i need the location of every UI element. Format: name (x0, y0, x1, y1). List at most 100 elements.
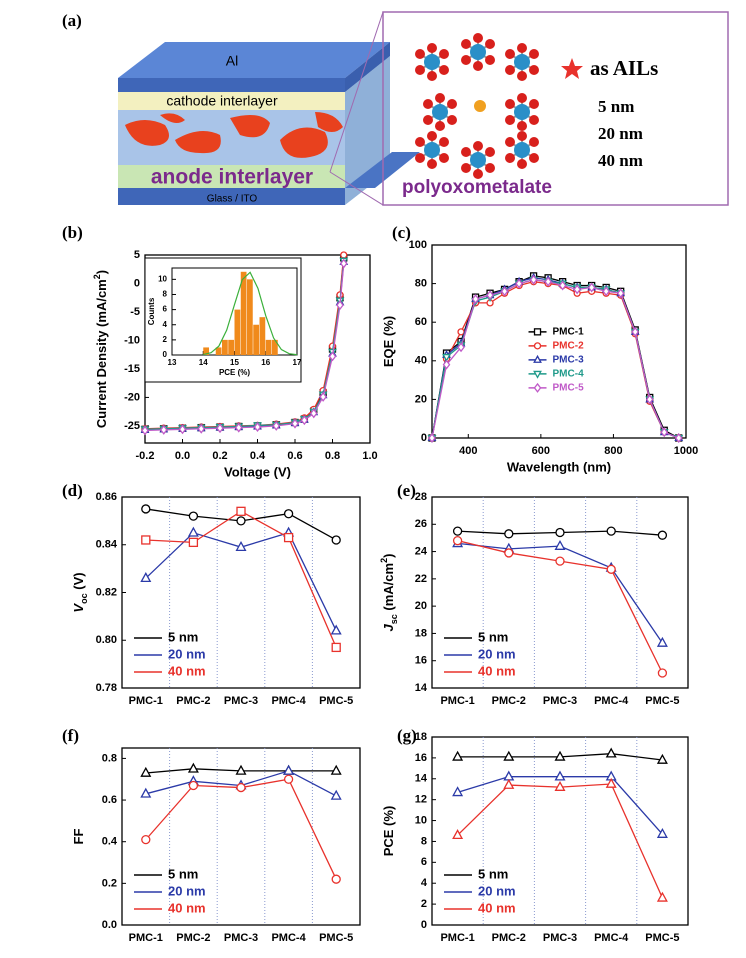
star (561, 58, 583, 79)
y-axis-title-part: sc (389, 614, 399, 624)
y-axis-title-part: ) (381, 554, 396, 558)
bar (259, 317, 266, 355)
panel-label: (f) (62, 726, 79, 745)
y-tick-label: 16 (415, 752, 427, 764)
x-tick-label: PMC-2 (492, 932, 526, 944)
marker (331, 642, 341, 653)
marker (503, 770, 515, 781)
x-tick-label: PMC-1 (440, 695, 474, 707)
x-tick-label: 400 (459, 445, 477, 457)
marker (235, 764, 247, 775)
series-line (431, 279, 679, 439)
oxygen (415, 65, 425, 75)
y-tick-label: 18 (415, 731, 427, 743)
y-tick-label: 6 (421, 856, 427, 868)
marker (606, 526, 616, 536)
y-tick-label: 4 (163, 320, 168, 329)
marker (331, 535, 341, 545)
x-tick-label: 0.8 (325, 450, 340, 462)
blend (125, 112, 343, 158)
metal (514, 104, 530, 120)
y-tick-label: 0 (163, 350, 168, 359)
oxygen (473, 33, 483, 43)
panel-label: (b) (62, 223, 83, 242)
marker (452, 536, 463, 546)
marker (515, 278, 523, 289)
marker (656, 636, 668, 647)
marker (602, 286, 610, 297)
x-tick-label: 16 (261, 358, 270, 367)
marker (235, 540, 247, 551)
panel-label: (c) (392, 223, 411, 242)
legend-label: 5 nm (168, 866, 198, 881)
marker (188, 780, 199, 791)
bar (215, 347, 222, 355)
x-tick-label: 1.0 (362, 450, 377, 462)
panel-label: (a) (62, 11, 82, 30)
y-tick-label: 100 (409, 239, 427, 251)
oxygen (529, 153, 539, 163)
y-tick-label: 0 (421, 432, 427, 444)
metal (514, 54, 530, 70)
oxygen (485, 147, 495, 157)
marker (657, 668, 668, 678)
anode-layer (118, 165, 345, 188)
marker (253, 422, 262, 433)
y-tick-label: 0.78 (96, 682, 117, 694)
legend-label: PMC-5 (553, 382, 585, 393)
y-axis-title: Jsc (mA/cm2) (379, 554, 399, 632)
marker (452, 786, 464, 797)
y-tick-label: 0.80 (96, 634, 117, 646)
oxygen (415, 137, 425, 147)
marker (554, 770, 566, 781)
y-axis-title-part: (mA/cm (381, 563, 396, 614)
x-tick-label: PMC-3 (543, 695, 577, 707)
layer-label: Al (226, 53, 238, 69)
marker (605, 747, 617, 758)
marker (471, 294, 480, 305)
legend-label: 20 nm (478, 646, 516, 661)
marker (188, 537, 199, 548)
marker (500, 286, 509, 297)
center-atom (474, 100, 486, 112)
legend-label: 40 nm (168, 900, 206, 915)
oxygen (529, 49, 539, 59)
x-tick-label: 14 (199, 358, 208, 367)
y-tick-label: 0.0 (102, 919, 117, 931)
y-tick-label: 0.6 (102, 794, 117, 806)
legend-label: 40 nm (478, 663, 516, 678)
oxygen (505, 65, 515, 75)
oxygen (505, 153, 515, 163)
oxygen (529, 65, 539, 75)
marker (616, 288, 625, 299)
marker (159, 424, 168, 435)
marker (533, 342, 542, 350)
y-tick-label: 0 (134, 277, 140, 289)
x-tick-label: PMC-5 (645, 695, 679, 707)
callout (329, 11, 384, 173)
oxygen (461, 163, 471, 173)
metal (424, 142, 440, 158)
x-axis-title: Voltage (V) (224, 464, 291, 479)
marker (216, 423, 224, 434)
y-tick-label: 20 (415, 393, 427, 405)
oxygen (427, 71, 437, 81)
legend-label: 40 nm (168, 663, 206, 678)
marker (272, 420, 281, 431)
layer-label: Glass / ITO (207, 194, 258, 205)
marker (631, 326, 640, 337)
y-axis-title: Counts (147, 297, 156, 325)
x-tick-label: PMC-2 (176, 695, 210, 707)
y-tick-label: -5 (130, 306, 140, 318)
x-tick-label: 17 (293, 358, 302, 367)
y-tick-label: 80 (415, 278, 427, 290)
metal (432, 104, 448, 120)
y-axis-title-part: (V) (71, 572, 86, 593)
plot-frame (431, 496, 689, 689)
metal (470, 152, 486, 168)
marker (452, 526, 463, 536)
marker (533, 354, 542, 363)
y-axis-title: PCE (%) (381, 806, 396, 857)
plot-frame (431, 736, 689, 926)
